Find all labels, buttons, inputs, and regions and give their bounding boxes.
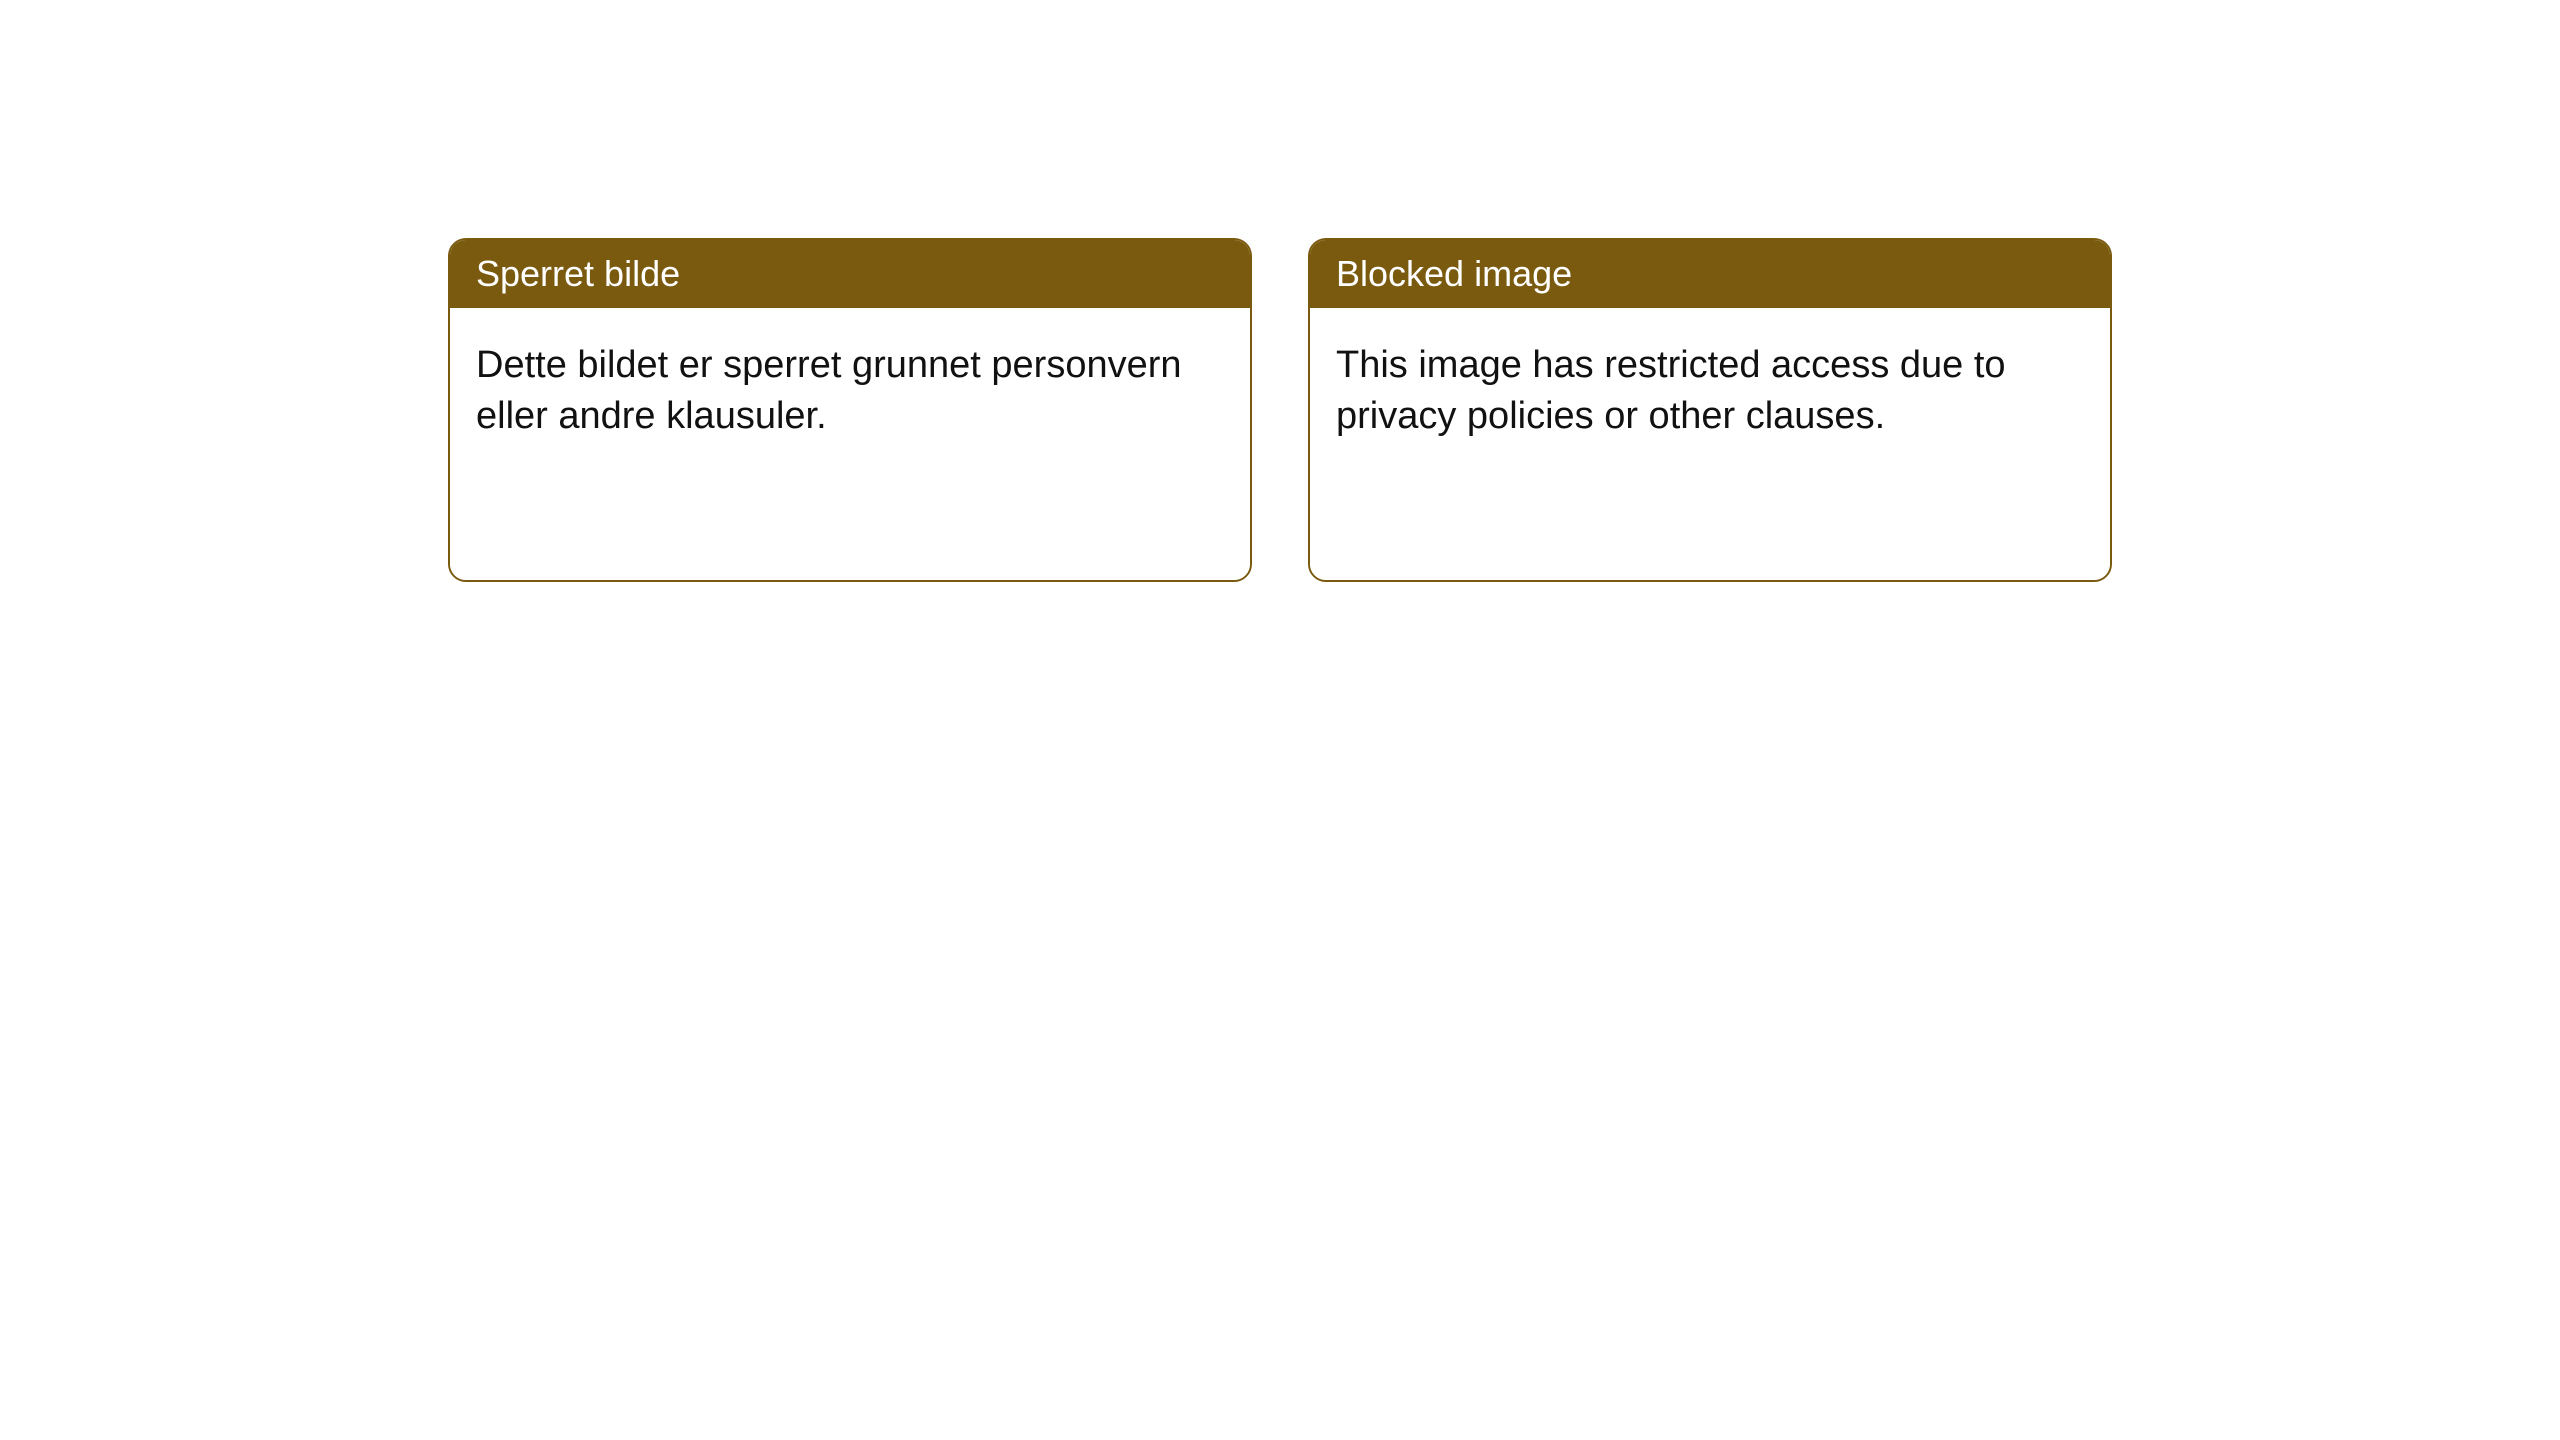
notice-container: Sperret bilde Dette bildet er sperret gr…: [0, 0, 2560, 582]
notice-title: Sperret bilde: [450, 240, 1250, 308]
notice-card-norwegian: Sperret bilde Dette bildet er sperret gr…: [448, 238, 1252, 582]
notice-title: Blocked image: [1310, 240, 2110, 308]
notice-card-english: Blocked image This image has restricted …: [1308, 238, 2112, 582]
notice-body: Dette bildet er sperret grunnet personve…: [450, 308, 1250, 580]
notice-body: This image has restricted access due to …: [1310, 308, 2110, 580]
